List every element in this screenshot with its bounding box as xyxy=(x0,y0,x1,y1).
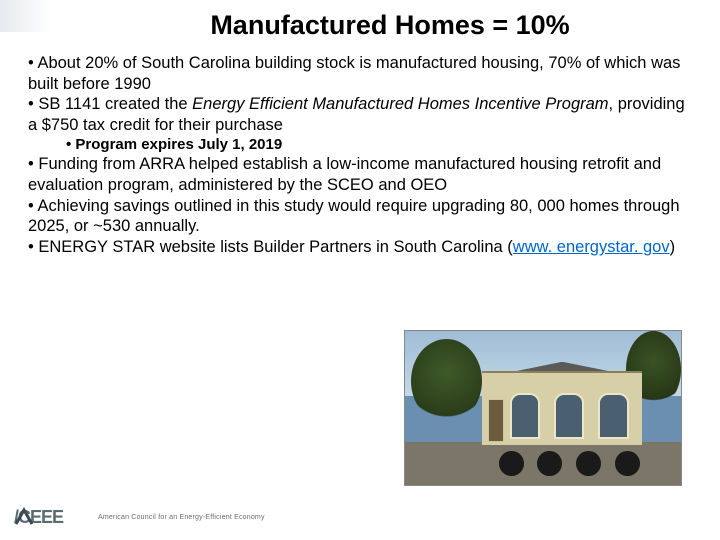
photo-window-1 xyxy=(510,393,540,439)
energystar-link[interactable]: www. energystar. gov xyxy=(513,238,670,256)
photo-tree-left xyxy=(411,339,483,424)
photo-wheel-4 xyxy=(615,451,640,476)
manufactured-home-photo xyxy=(404,330,682,486)
photo-door xyxy=(488,399,505,442)
aceee-logo: /CEEE American Council for an Energy-Eff… xyxy=(14,506,265,528)
slide-container: Manufactured Homes = 10% • About 20% of … xyxy=(0,0,720,540)
photo-wheel-1 xyxy=(499,451,524,476)
bullet-2-pre: • SB 1141 created the xyxy=(28,95,192,113)
photo-wheel-3 xyxy=(576,451,601,476)
slide-body: • About 20% of South Carolina building s… xyxy=(20,53,700,257)
aceee-logo-text: American Council for an Energy-Efficient… xyxy=(98,514,265,521)
bullet-4: • Achieving savings outlined in this stu… xyxy=(28,196,692,237)
bullet-3: • Funding from ARRA helped establish a l… xyxy=(28,154,692,195)
bullet-5: • ENERGY STAR website lists Builder Part… xyxy=(28,237,692,258)
sub-bullet-1: • Program expires July 1, 2019 xyxy=(28,136,692,155)
bullet-2-emphasis: Energy Efficient Manufactured Homes Ince… xyxy=(192,95,608,113)
decorative-strip xyxy=(0,0,52,32)
bullet-1: • About 20% of South Carolina building s… xyxy=(28,53,692,94)
photo-window-2 xyxy=(554,393,584,439)
bullet-2: • SB 1141 created the Energy Efficient M… xyxy=(28,94,692,135)
slide-title: Manufactured Homes = 10% xyxy=(20,10,700,41)
bullet-5-post: ) xyxy=(670,238,676,256)
photo-window-3 xyxy=(598,393,628,439)
aceee-logo-mark: /CEEE xyxy=(14,506,92,528)
photo-wheel-2 xyxy=(537,451,562,476)
bullet-5-pre: • ENERGY STAR website lists Builder Part… xyxy=(28,238,513,256)
